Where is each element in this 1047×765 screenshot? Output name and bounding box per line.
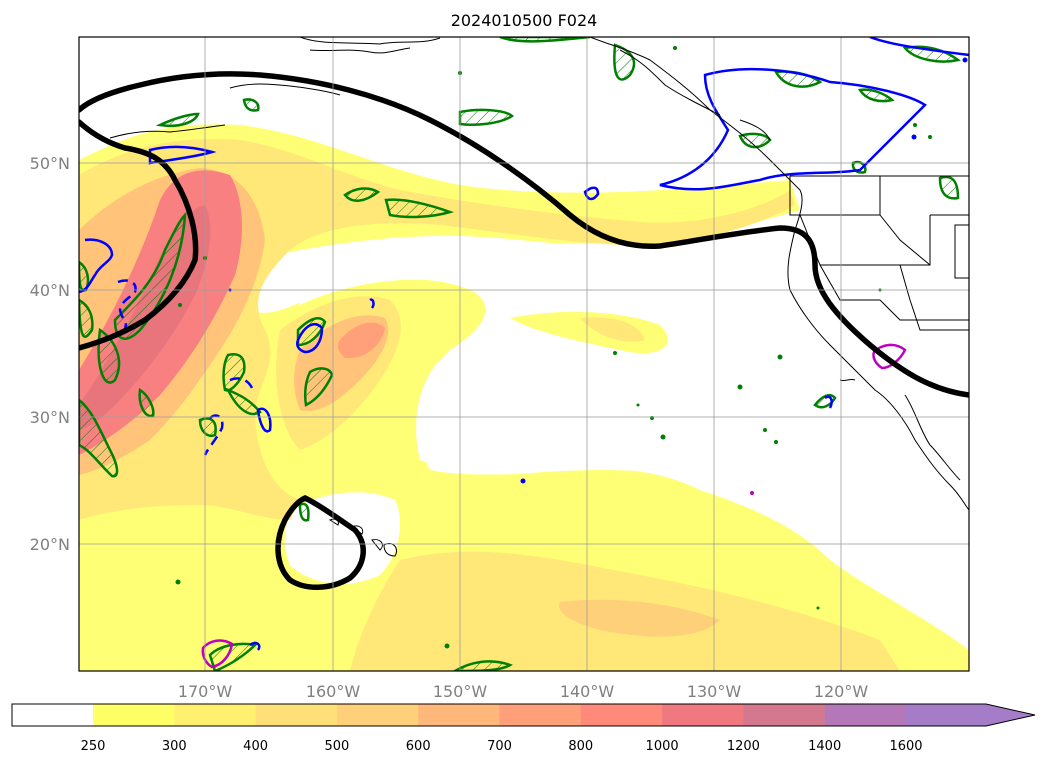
lon-label-120w: 120°W	[814, 682, 869, 701]
colorbar-segment	[580, 704, 663, 726]
ivt-fill-300d	[580, 317, 645, 342]
lon-label-150w: 150°W	[433, 682, 488, 701]
colorbar-extend-arrow	[986, 704, 1035, 726]
blue-dots	[228, 57, 968, 484]
lon-label-170w: 170°W	[178, 682, 233, 701]
colorbar-tick-label: 1600	[889, 739, 922, 754]
ivt-fill-800b	[337, 322, 385, 359]
colorbar-tick-label: 700	[487, 739, 512, 754]
colorbar-tick-label: 500	[324, 739, 349, 754]
colorbar-frame	[11, 703, 1036, 727]
map-panel[interactable]	[78, 36, 970, 672]
green-contours	[79, 37, 961, 671]
colorbar-segment	[743, 704, 826, 726]
lat-label-30n: 30°N	[30, 408, 70, 427]
colorbar-segment	[174, 704, 257, 726]
colorbar-under-segment	[12, 704, 93, 726]
colorbar-segment	[499, 704, 582, 726]
colorbar-segments	[93, 704, 988, 726]
colorbar-segment	[93, 704, 175, 726]
map-frame	[78, 36, 970, 672]
colorbar-segment	[824, 704, 907, 726]
colorbar-tick-label: 600	[406, 739, 431, 754]
colorbar-segment	[418, 704, 500, 726]
colorbar-tick-label: 1400	[808, 739, 841, 754]
map-title: 2024010500 F024	[451, 11, 598, 30]
black-contours	[79, 71, 969, 590]
colorbar-tick-label: 1200	[727, 739, 760, 754]
lon-label-130w: 130°W	[687, 682, 742, 701]
latitude-labels: 50°N 40°N 30°N 20°N	[30, 154, 70, 554]
colorbar-segment	[662, 704, 744, 726]
colorbar-segment	[336, 704, 419, 726]
colorbar-tick-label: 1000	[646, 739, 679, 754]
colorbar-segment	[255, 704, 338, 726]
longitude-labels: 170°W 160°W 150°W 140°W 130°W 120°W	[178, 682, 869, 701]
colorbar-labels: 250 300 400 500 600 700 800 1000 1200 1400 1600	[81, 739, 923, 754]
lon-label-140w: 140°W	[560, 682, 615, 701]
lat-label-40n: 40°N	[30, 281, 70, 300]
political-borders	[789, 175, 969, 331]
ivt-gap-tropic	[284, 492, 400, 584]
lat-label-20n: 20°N	[30, 535, 70, 554]
ivt-gap	[300, 237, 969, 475]
graticule	[79, 37, 969, 671]
colorbar-tick-label: 400	[243, 739, 268, 754]
ivt-fill-500c	[559, 599, 720, 637]
lon-label-160w: 160°W	[306, 682, 361, 701]
green-dots	[175, 46, 932, 649]
colorbar-tick-label: 800	[568, 739, 593, 754]
map-content	[79, 37, 969, 671]
colorbar: 250 300 400 500 600 700 800 1000 1200 1400 1600	[11, 703, 1036, 754]
colorbar-tick-label: 250	[81, 739, 106, 754]
lat-label-50n: 50°N	[30, 154, 70, 173]
colorbar-tick-label: 300	[162, 739, 187, 754]
magenta-dot	[750, 491, 754, 495]
colorbar-segment	[906, 704, 988, 726]
ivt-fill-250d	[510, 311, 668, 354]
